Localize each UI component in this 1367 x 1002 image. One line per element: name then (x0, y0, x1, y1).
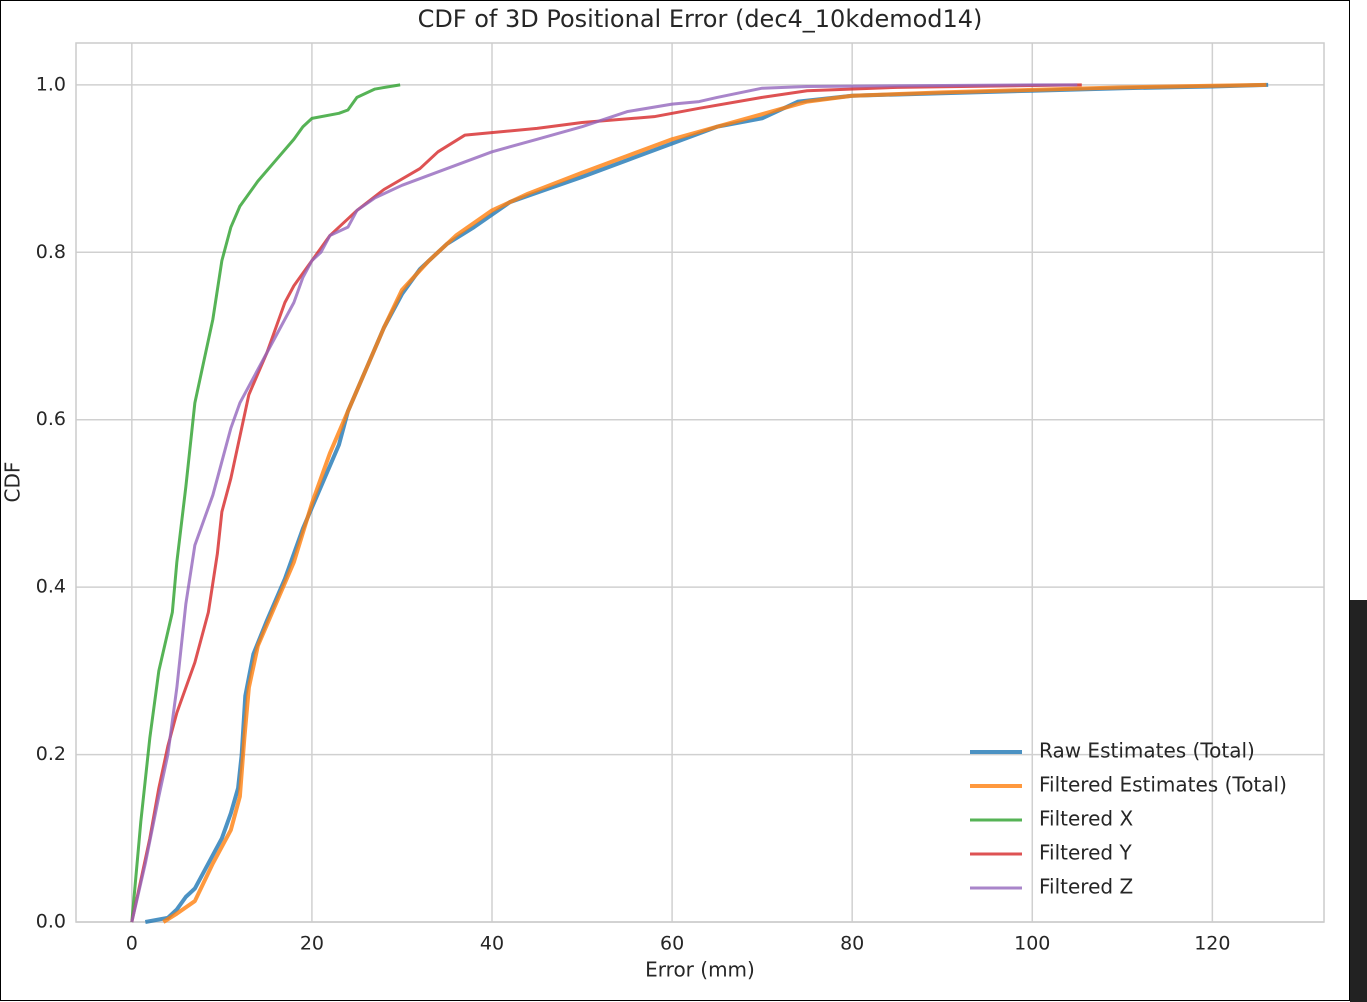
legend-label: Filtered Estimates (Total) (1039, 773, 1287, 797)
y-tick-label: 0.2 (36, 743, 66, 765)
legend-label: Filtered X (1039, 807, 1133, 831)
legend-label: Raw Estimates (Total) (1039, 739, 1255, 763)
y-tick-label: 0.4 (36, 576, 66, 598)
y-tick-label: 0.6 (36, 408, 66, 430)
x-tick-label: 120 (1194, 933, 1230, 955)
x-tick-label: 100 (1014, 933, 1050, 955)
series-line (130, 83, 1078, 923)
legend-label: Filtered Z (1039, 875, 1133, 899)
plot-frame (75, 42, 1325, 923)
y-axis-label: CDF (1, 462, 25, 503)
legend-label: Filtered Y (1039, 841, 1132, 865)
window-edge (1350, 600, 1367, 1002)
chart-title: CDF of 3D Positional Error (dec4_10kdemo… (418, 5, 983, 33)
y-tick-label: 0.0 (36, 911, 66, 933)
series-line (130, 83, 401, 923)
x-tick-label: 60 (660, 933, 684, 955)
x-tick-label: 80 (840, 933, 864, 955)
x-tick-label: 20 (300, 933, 324, 955)
y-tick-label: 1.0 (36, 73, 66, 95)
x-axis-label: Error (mm) (645, 958, 755, 982)
x-tick-label: 0 (126, 933, 138, 955)
series-line (130, 83, 1082, 923)
series-line (162, 82, 1267, 924)
y-tick-label: 0.8 (36, 241, 66, 263)
x-tick-label: 40 (480, 933, 504, 955)
